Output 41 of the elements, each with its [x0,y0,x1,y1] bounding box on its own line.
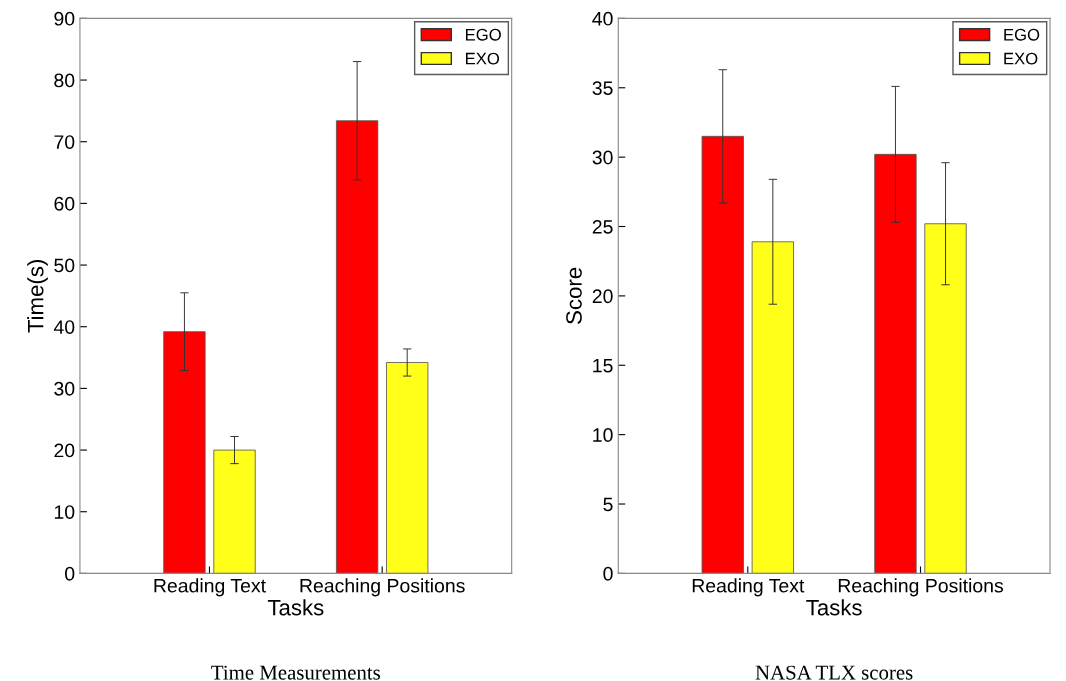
y-tick-label: 10 [593,428,613,442]
bar [386,362,429,574]
y-tick-label: 20 [592,289,613,304]
bar [213,449,256,574]
legend-label: EGO [466,28,501,41]
y-tick-label: 90 [54,11,75,26]
y-axis-title: Score [566,267,582,324]
y-tick-label: 70 [54,135,75,149]
bar [163,331,206,574]
y-tick-label: 15 [593,358,613,373]
x-axis-title: Tasks [806,599,862,616]
y-tick-label: 80 [54,73,75,88]
y-tick-label: 35 [592,81,613,95]
x-tick-label: Reading Text [692,578,805,597]
bar [701,135,744,574]
y-axis-title: Time(s) [27,260,48,333]
y-tick-label: 30 [54,381,75,396]
y-tick-label: 20 [54,443,75,458]
y-tick-label: 30 [592,150,613,165]
y-tick-label: 5 [603,497,613,512]
y-tick-label: 40 [53,320,75,334]
bar [751,241,794,574]
y-tick-label: 0 [603,566,613,581]
bar [924,223,967,574]
legend-label: EXO [466,52,500,65]
y-tick-label: 25 [592,219,613,234]
y-tick-label: 40 [592,11,613,26]
x-tick-label: Reaching Positions [300,578,465,597]
bar [874,153,917,574]
legend-label: EGO [1004,28,1040,41]
legend-label: EXO [1004,52,1038,65]
x-tick-label: Reading Text [154,578,266,597]
y-tick-label: 60 [54,196,75,211]
x-axis-title: Tasks [267,599,324,616]
text: NASA TLX scores [755,665,913,680]
text: Time Measurements [211,665,381,680]
y-tick-label: 0 [65,566,75,581]
x-tick-label: Reaching Positions [838,578,1004,597]
bar [335,120,379,574]
y-tick-label: 50 [54,258,75,273]
y-tick-label: 10 [54,505,75,519]
